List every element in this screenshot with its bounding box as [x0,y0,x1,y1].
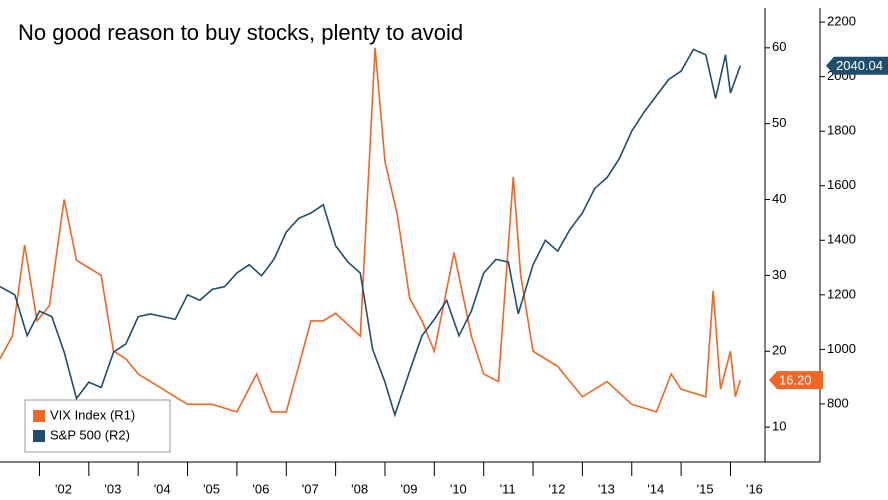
x-tick-label: '03 [104,481,121,496]
y2-tick-label: 1200 [827,286,856,301]
x-tick-label: '06 [252,481,269,496]
y-tick-label: 10 [772,419,786,434]
y-tick-label: 40 [772,191,786,206]
legend-label: VIX Index (R1) [50,407,135,422]
value-tag [769,371,823,390]
y2-tick-label: 800 [827,395,849,410]
x-tick-label: '11 [500,481,516,496]
legend-label: S&P 500 (R2) [50,427,130,442]
legend-swatch [33,410,45,422]
x-tick-label: '08 [351,481,368,496]
x-tick-label: '13 [598,481,615,496]
chart-title: No good reason to buy stocks, plenty to … [18,20,463,45]
y2-tick-label: 1000 [827,341,856,356]
x-tick-label: '14 [647,481,664,496]
series-line [0,47,742,413]
y-tick-label: 60 [772,39,786,54]
x-tick-label: '02 [55,481,72,496]
y2-tick-label: 1400 [827,232,856,247]
x-tick-label: '07 [302,481,319,496]
legend-swatch [33,430,45,442]
y2-tick-label: 1600 [827,177,856,192]
legend-box [24,399,171,453]
value-label: 16.20 [779,373,812,388]
y-tick-label: 30 [772,267,786,282]
series-line [0,48,742,418]
y-tick-label: 20 [772,343,786,358]
value-label: 2040.04 [836,58,883,73]
x-tick-label: '12 [549,481,566,496]
x-tick-label: '09 [400,481,417,496]
y2-tick-label: 1800 [827,123,856,138]
x-tick-label: '05 [203,481,220,496]
x-tick-label: '16 [746,481,763,496]
y2-tick-label: 2200 [827,14,856,29]
y-tick-label: 50 [772,115,786,130]
value-tag [826,56,888,75]
x-tick-label: '10 [450,481,467,496]
x-tick-label: '04 [154,481,171,496]
x-tick-label: '15 [697,481,714,496]
